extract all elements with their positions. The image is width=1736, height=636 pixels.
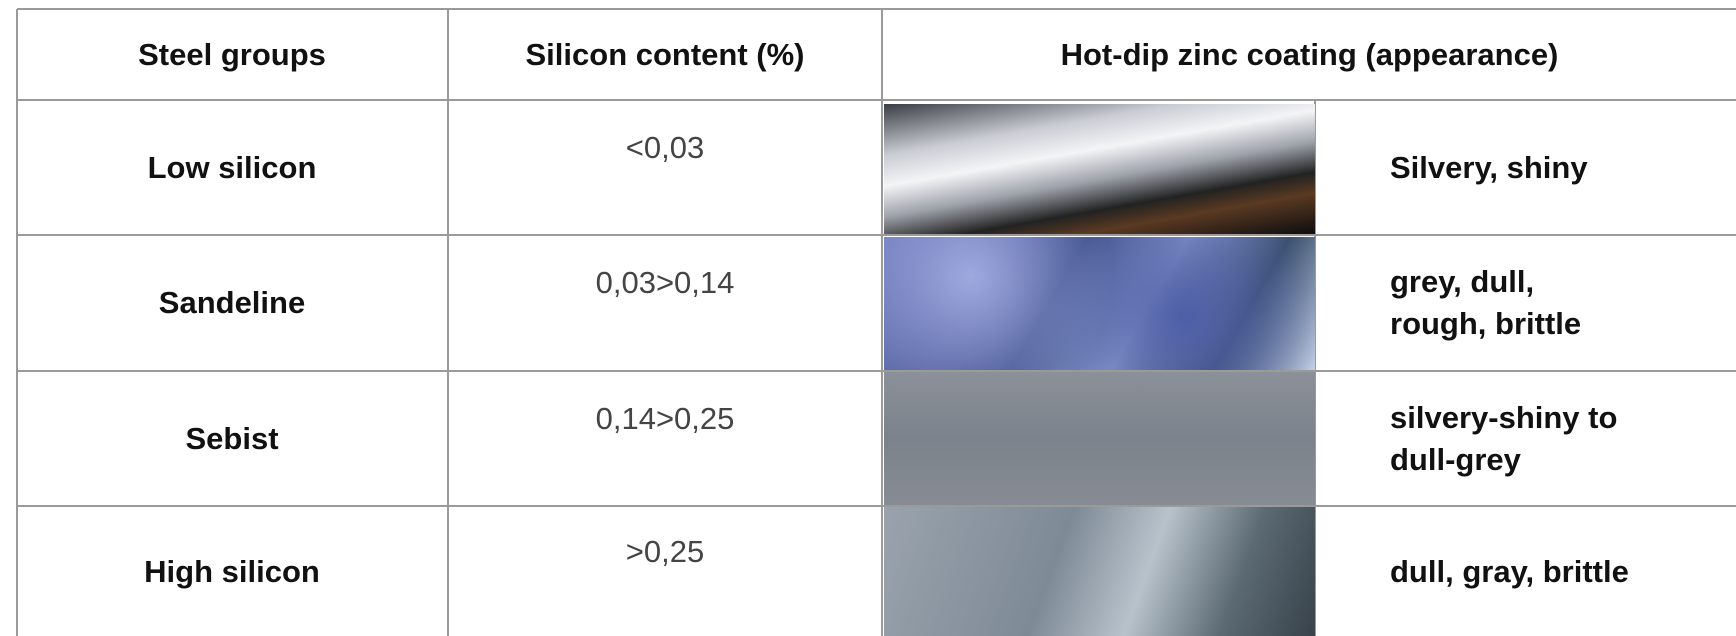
steel-group: High silicon bbox=[17, 507, 447, 636]
appearance-line: dull, gray, brittle bbox=[1390, 551, 1629, 593]
silicon-content: 0,14>0,25 bbox=[449, 352, 881, 485]
appearance-line: dull-grey bbox=[1390, 439, 1521, 481]
steel-group: Sebist bbox=[17, 372, 447, 505]
appearance: grey, dull,rough, brittle bbox=[1390, 236, 1730, 370]
silicon-content: 0,03>0,14 bbox=[449, 216, 881, 350]
appearance-line: grey, dull, bbox=[1390, 261, 1534, 303]
header-cell: Hot-dip zinc coating (appearance) bbox=[883, 10, 1736, 99]
coating-image bbox=[884, 104, 1315, 234]
coating-image bbox=[884, 237, 1315, 370]
silicon-content: <0,03 bbox=[449, 81, 881, 214]
appearance-line: rough, brittle bbox=[1390, 303, 1581, 345]
appearance: dull, gray, brittle bbox=[1390, 507, 1730, 636]
page: Steel groups Silicon content (%) Hot-dip… bbox=[0, 0, 1736, 636]
appearance-line: Silvery, shiny bbox=[1390, 147, 1588, 189]
appearance: Silvery, shiny bbox=[1390, 101, 1730, 234]
steel-group: Sandeline bbox=[17, 236, 447, 370]
silicon-content: >0,25 bbox=[449, 487, 881, 616]
coating-image bbox=[884, 372, 1315, 505]
header-cell: Steel groups bbox=[17, 10, 447, 99]
appearance-line: silvery-shiny to bbox=[1390, 397, 1617, 439]
coating-image bbox=[884, 507, 1315, 636]
border bbox=[881, 9, 883, 636]
steel-group: Low silicon bbox=[17, 101, 447, 234]
